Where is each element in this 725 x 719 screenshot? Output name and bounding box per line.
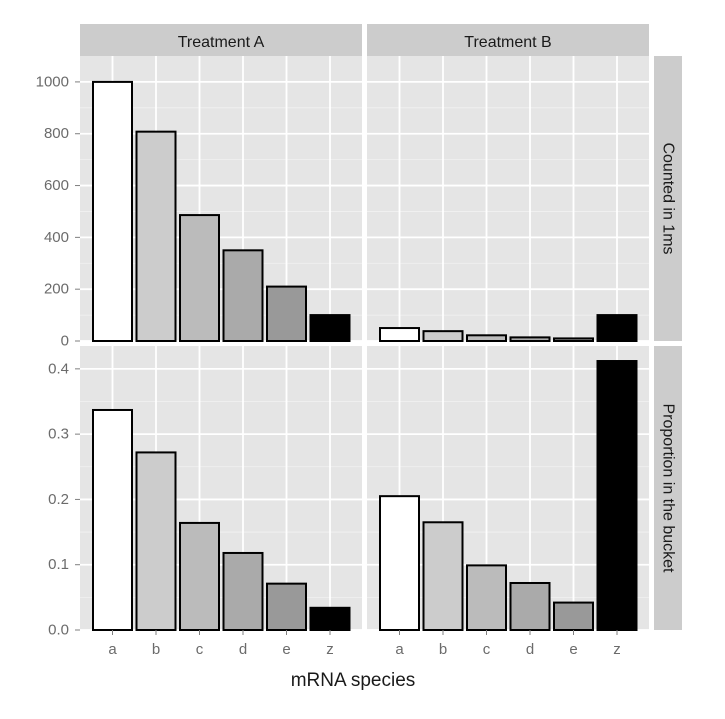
x-tick-label: d xyxy=(526,641,534,658)
bar-b xyxy=(135,130,177,342)
y-tick-label: 0.4 xyxy=(48,360,69,377)
bar-e xyxy=(266,285,307,343)
bar-b xyxy=(422,521,464,632)
row-strips: Counted in 1ms Proportion in the bucket xyxy=(654,56,682,630)
y-tick-label: 600 xyxy=(44,177,69,194)
x-axis-title: mRNA species xyxy=(291,670,416,691)
y-tick-label: 0.0 xyxy=(48,622,69,639)
y-tick-label: 400 xyxy=(44,229,69,246)
bar-c xyxy=(179,521,220,631)
bar-b xyxy=(135,451,177,631)
x-tick-label: z xyxy=(326,641,334,658)
y-tick-label: 0.2 xyxy=(48,491,69,508)
x-tick-label: c xyxy=(196,641,204,658)
y-tick-label: 800 xyxy=(44,125,69,142)
x-tick-label: a xyxy=(395,641,404,658)
y-tick-label: 0.3 xyxy=(48,426,69,443)
bar-a xyxy=(92,408,133,631)
bar-c xyxy=(466,564,507,632)
bar-e xyxy=(553,601,594,631)
bar-b xyxy=(422,330,464,342)
x-tick-label: a xyxy=(108,641,117,658)
bar-d xyxy=(509,581,551,631)
x-tick-label: b xyxy=(152,641,160,658)
y-axes: 0 200 400 600 800 1000 0.0 0.1 0.2 0.3 0.4 xyxy=(36,73,80,639)
x-tick-label: z xyxy=(613,641,621,658)
x-tick-label: e xyxy=(569,641,577,658)
x-tick-label: c xyxy=(483,641,491,658)
bar-z xyxy=(596,360,638,631)
bar-d xyxy=(222,551,264,632)
column-strip-label: Treatment A xyxy=(178,34,265,51)
bar-z xyxy=(309,606,351,632)
bar-z xyxy=(596,314,638,343)
y-tick-label: 0 xyxy=(61,333,69,350)
column-strip-label: Treatment B xyxy=(464,34,551,51)
facet-panel xyxy=(367,56,649,343)
row-strip-label: Proportion in the bucket xyxy=(660,404,677,574)
row-strip xyxy=(654,56,682,341)
bar-a xyxy=(92,80,133,342)
bar-c xyxy=(466,334,507,342)
bar-e xyxy=(266,582,307,632)
facet-panel xyxy=(80,56,362,343)
bar-z xyxy=(309,314,351,343)
panel-background xyxy=(367,56,649,341)
column-strip xyxy=(80,24,362,56)
column-strips: Treatment A Treatment B xyxy=(80,24,649,56)
y-tick-label: 200 xyxy=(44,281,69,298)
facet-panel xyxy=(80,346,362,632)
bar-a xyxy=(379,495,420,631)
column-strip xyxy=(367,24,649,56)
x-tick-label: d xyxy=(239,641,247,658)
x-tick-label: e xyxy=(282,641,290,658)
bar-d xyxy=(509,336,551,343)
y-tick-label: 0.1 xyxy=(48,556,69,573)
bar-e xyxy=(553,337,594,342)
y-tick-label: 1000 xyxy=(36,73,69,90)
bar-d xyxy=(222,249,264,342)
facet-panel xyxy=(367,346,649,632)
bar-c xyxy=(179,214,220,342)
row-strip-label: Counted in 1ms xyxy=(660,142,677,254)
row-strip xyxy=(654,346,682,630)
facet-panels xyxy=(80,56,649,632)
x-tick-label: b xyxy=(439,641,447,658)
bar-a xyxy=(379,327,420,342)
